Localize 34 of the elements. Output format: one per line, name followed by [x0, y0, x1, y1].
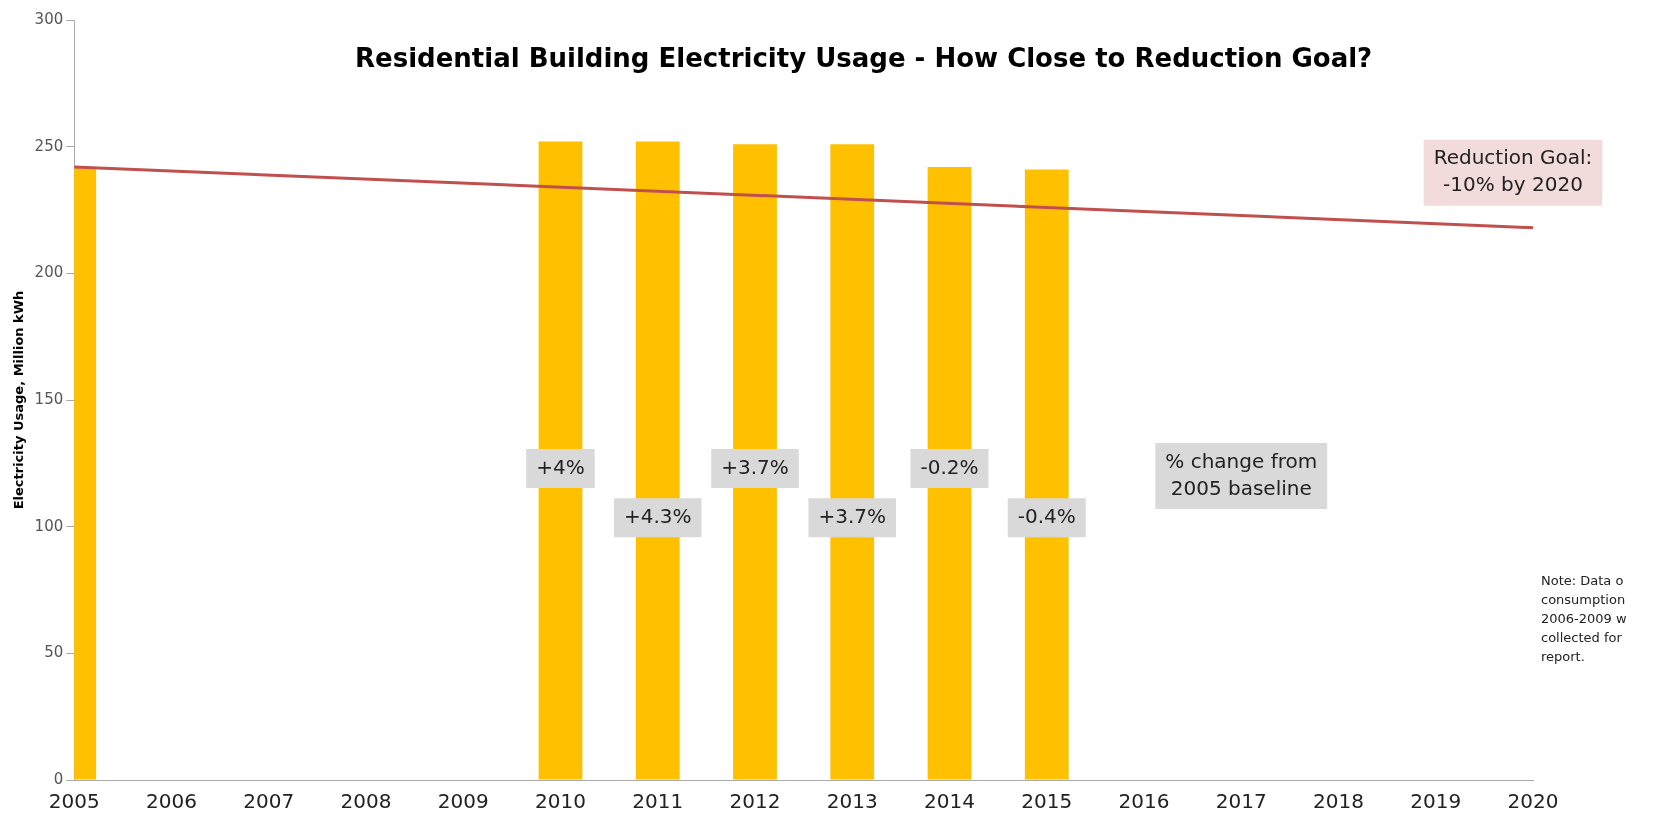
y-axis-title: Electricity Usage, Million kWh: [11, 290, 27, 510]
x-tick-label: 2010: [535, 789, 586, 814]
y-tick-label: 50: [44, 643, 64, 662]
x-tick-label: 2012: [729, 789, 781, 814]
annotation: +4.3%: [623, 504, 692, 528]
y-tick-label: 0: [53, 769, 64, 788]
x-tick-label: 2018: [1313, 789, 1364, 814]
x-tick-label: 2020: [1507, 789, 1559, 814]
x-tick-label: 2014: [924, 789, 975, 814]
x-tick-label: 2016: [1118, 789, 1170, 814]
annotation: +3.7%: [721, 454, 789, 479]
annotation: -0.4%: [1017, 504, 1076, 528]
annotation: % change from 2005 baseline: [1165, 448, 1318, 500]
x-tick-label: 2008: [340, 789, 392, 814]
text: Residential Building Electricity Usage - How Close to Reduction Goal?: [355, 42, 1373, 73]
x-tick-label: 2009: [437, 789, 489, 814]
x-tick-label: 2013: [826, 789, 878, 814]
x-tick-label: 2015: [1021, 789, 1073, 814]
annotation: -0.2%: [920, 454, 979, 479]
y-tick-label: 250: [34, 136, 64, 155]
text: Note: Data o consumption 2006-2009 w collected for report.: [1541, 572, 1627, 664]
x-tick-label: 2017: [1215, 789, 1267, 814]
y-tick-label: 100: [34, 516, 64, 535]
x-tick-label: 2005: [48, 789, 100, 814]
x-tick-label: 2006: [146, 789, 197, 814]
x-tick-label: 2019: [1410, 789, 1462, 814]
x-tick-label: 2007: [243, 789, 295, 814]
x-tick-label: 2011: [632, 789, 684, 814]
series-label: Reduction Goal: -10% by 2020: [1433, 145, 1593, 197]
annotation: +4%: [536, 454, 585, 479]
annotation: +3.7%: [818, 504, 887, 528]
y-tick-label: 150: [34, 389, 64, 408]
y-tick-label: 300: [34, 9, 64, 28]
y-tick-label: 200: [34, 263, 64, 282]
